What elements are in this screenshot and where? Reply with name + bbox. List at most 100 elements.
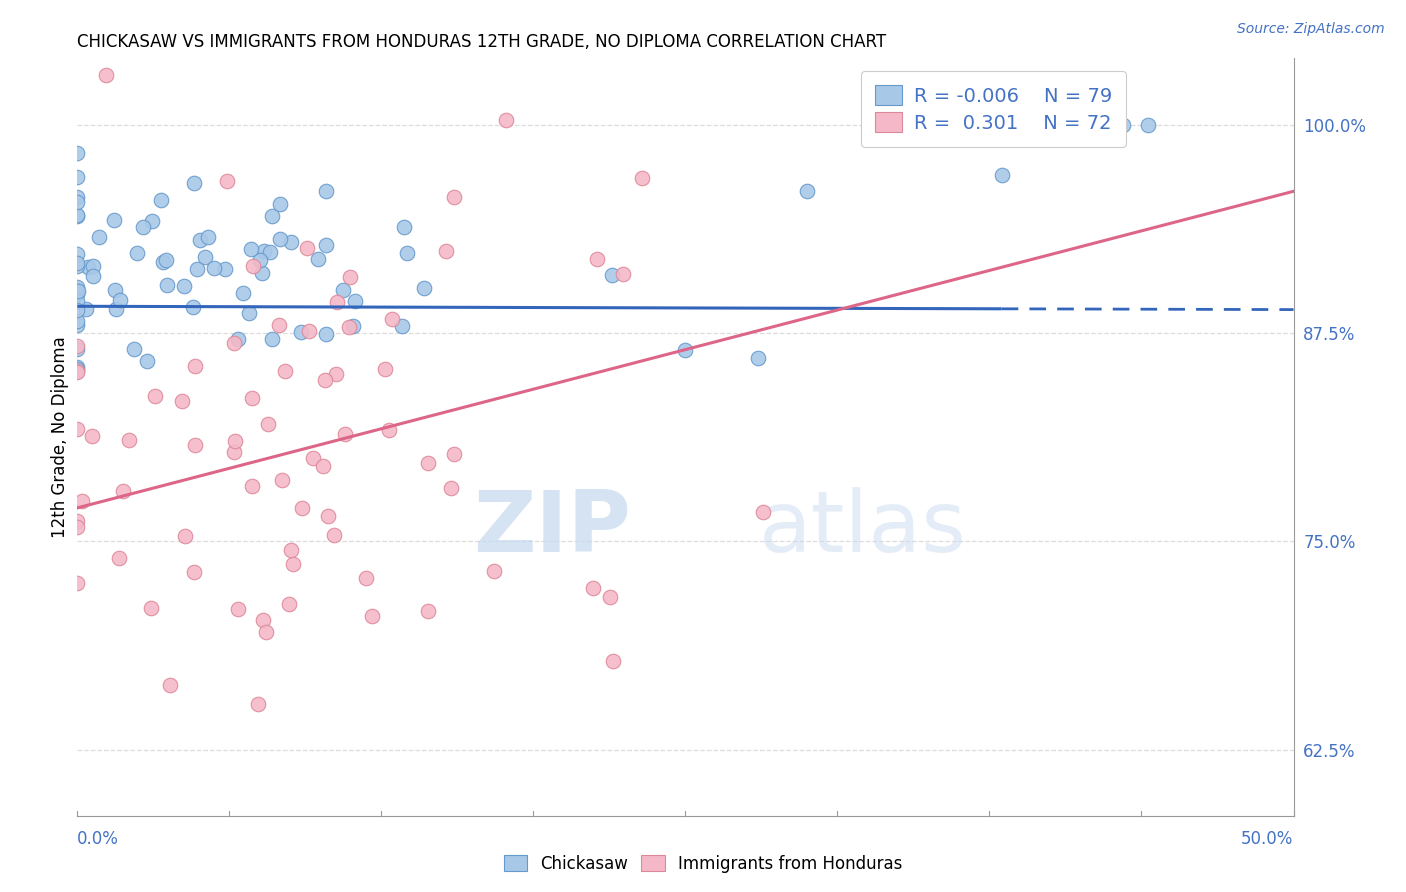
Point	[186, 261, 208, 276]
Point	[582, 581, 605, 595]
Point	[249, 252, 271, 267]
Point	[104, 301, 127, 316]
Point	[108, 551, 131, 566]
Point	[66, 255, 89, 269]
Point	[66, 575, 89, 590]
Point	[250, 266, 273, 280]
Point	[150, 193, 173, 207]
Point	[391, 318, 413, 333]
Point	[226, 332, 249, 346]
Point	[443, 447, 465, 461]
Point	[82, 268, 104, 283]
Point	[66, 302, 89, 317]
Point	[239, 242, 262, 256]
Point	[290, 325, 312, 339]
Point	[226, 602, 249, 616]
Point	[224, 444, 246, 458]
Point	[111, 484, 134, 499]
Point	[434, 244, 457, 258]
Point	[269, 197, 291, 211]
Point	[337, 320, 360, 334]
Point	[66, 293, 89, 308]
Point	[343, 293, 366, 308]
Point	[184, 438, 207, 452]
Point	[136, 354, 159, 368]
Point	[325, 367, 347, 381]
Point	[202, 261, 225, 276]
Point	[277, 597, 299, 611]
Point	[222, 336, 245, 351]
Point	[315, 238, 337, 252]
Point	[183, 176, 205, 190]
Point	[108, 293, 131, 308]
Text: 50.0%: 50.0%	[1241, 830, 1294, 847]
Point	[267, 318, 290, 333]
Point	[173, 529, 195, 543]
Point	[70, 493, 93, 508]
Point	[240, 391, 263, 405]
Point	[747, 351, 769, 365]
Point	[612, 267, 634, 281]
Point	[269, 232, 291, 246]
Point	[96, 68, 118, 82]
Point	[66, 280, 89, 294]
Point	[262, 331, 284, 345]
Point	[124, 343, 146, 357]
Point	[280, 542, 302, 557]
Point	[495, 113, 517, 128]
Point	[77, 260, 100, 274]
Point	[396, 246, 419, 260]
Point	[118, 434, 141, 448]
Point	[418, 457, 440, 471]
Point	[66, 259, 89, 273]
Point	[291, 500, 314, 515]
Legend: R = -0.006    N = 79, R =  0.301    N = 72: R = -0.006 N = 79, R = 0.301 N = 72	[862, 71, 1126, 146]
Point	[274, 364, 297, 378]
Point	[326, 294, 349, 309]
Point	[152, 254, 174, 268]
Point	[307, 252, 329, 267]
Point	[66, 169, 89, 184]
Point	[66, 146, 89, 161]
Point	[378, 423, 401, 437]
Point	[295, 241, 318, 255]
Point	[339, 270, 361, 285]
Text: Source: ZipAtlas.com: Source: ZipAtlas.com	[1237, 22, 1385, 37]
Point	[260, 210, 283, 224]
Point	[197, 229, 219, 244]
Point	[253, 244, 276, 259]
Point	[752, 505, 775, 519]
Point	[242, 259, 264, 273]
Point	[139, 601, 162, 615]
Point	[224, 434, 246, 449]
Point	[141, 214, 163, 228]
Point	[66, 247, 89, 261]
Point	[342, 319, 364, 334]
Point	[418, 604, 440, 618]
Point	[155, 252, 177, 267]
Point	[159, 678, 181, 692]
Point	[315, 184, 337, 198]
Point	[66, 359, 89, 374]
Point	[315, 327, 337, 342]
Point	[440, 481, 463, 495]
Point	[361, 608, 384, 623]
Point	[232, 285, 254, 300]
Point	[170, 393, 193, 408]
Point	[104, 283, 127, 297]
Point	[66, 318, 89, 332]
Point	[332, 283, 354, 297]
Point	[66, 422, 89, 436]
Point	[66, 314, 89, 328]
Point	[1112, 118, 1135, 132]
Point	[103, 212, 125, 227]
Text: CHICKASAW VS IMMIGRANTS FROM HONDURAS 12TH GRADE, NO DIPLOMA CORRELATION CHART: CHICKASAW VS IMMIGRANTS FROM HONDURAS 12…	[77, 33, 886, 51]
Point	[132, 220, 155, 235]
Point	[238, 306, 260, 320]
Point	[602, 654, 624, 668]
Point	[66, 208, 89, 222]
Point	[66, 195, 89, 210]
Point	[333, 426, 356, 441]
Point	[194, 250, 217, 264]
Point	[281, 557, 304, 571]
